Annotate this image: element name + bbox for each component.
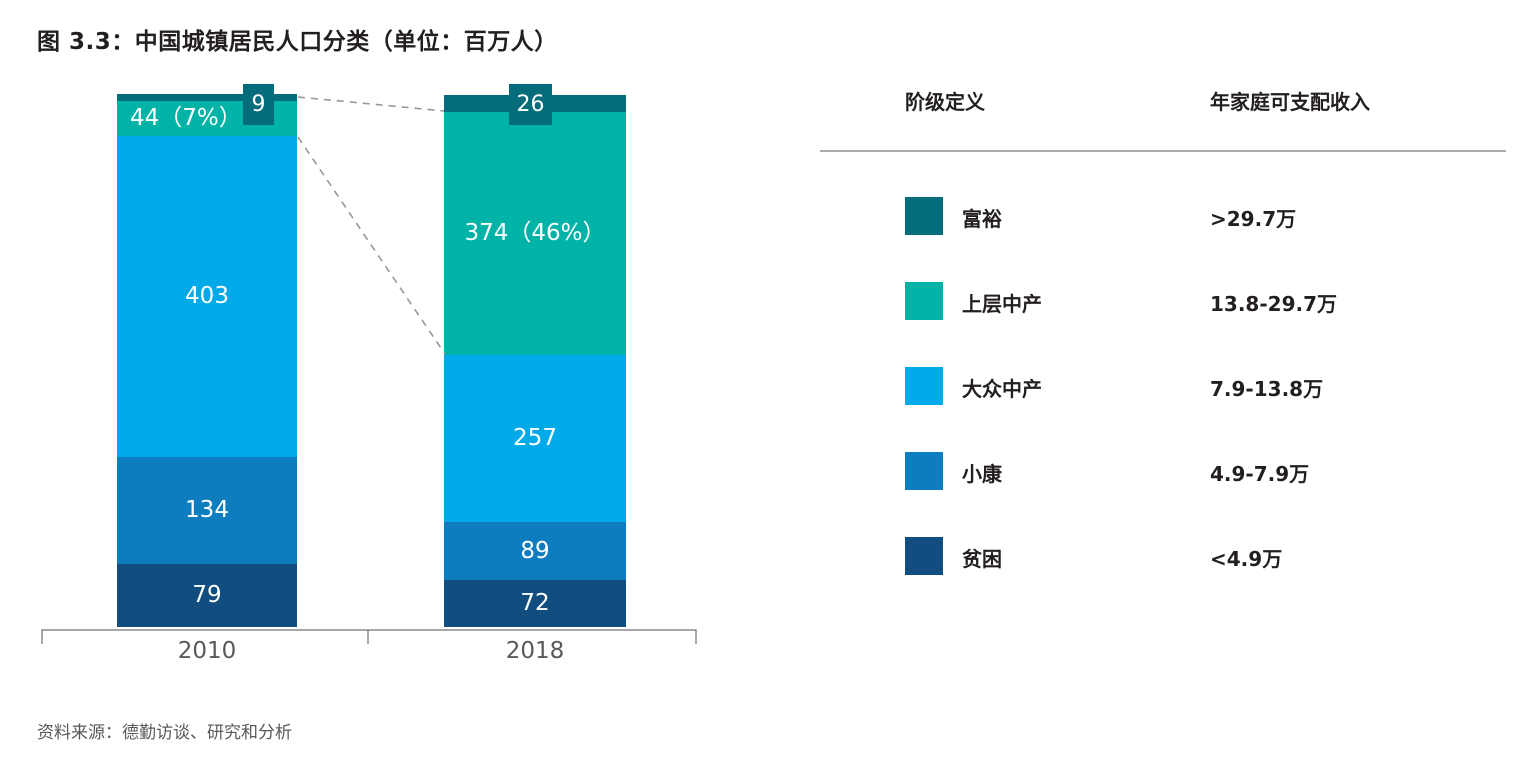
legend-header-income: 年家庭可支配收入	[1210, 90, 1370, 114]
source-note: 资料来源：德勤访谈、研究和分析	[37, 723, 292, 743]
legend-income-value: 7.9-13.8万	[1210, 377, 1324, 401]
bar-value-label: 44（7%）	[130, 105, 242, 132]
callout-label-2010: 9	[243, 84, 274, 125]
legend-swatch-富裕	[905, 197, 943, 235]
legend-income-value: 4.9-7.9万	[1210, 462, 1310, 486]
legend-swatch-贫困	[905, 537, 943, 575]
bar-value-label: 374（46%）	[464, 220, 606, 247]
legend-label: 小康	[962, 462, 1002, 486]
legend-label: 富裕	[962, 207, 1002, 231]
bar-value-label: 403	[185, 283, 229, 310]
figure-title: 图 3.3：中国城镇居民人口分类（单位：百万人）	[37, 29, 558, 55]
legend-label: 贫困	[962, 547, 1002, 571]
legend-income-value: 13.8-29.7万	[1210, 292, 1337, 316]
bar-value-label: 89	[520, 537, 550, 564]
legend-header-class: 阶级定义	[905, 90, 985, 114]
legend-label: 大众中产	[962, 377, 1042, 401]
legend-income-value: >29.7万	[1210, 207, 1297, 231]
bar-value-label: 79	[192, 582, 222, 609]
legend-divider	[820, 150, 1506, 152]
legend-swatch-大众中产	[905, 367, 943, 405]
connector-line-bottom	[297, 136, 446, 355]
bar-value-label: 134	[185, 497, 229, 524]
bar-value-label: 72	[520, 590, 550, 617]
legend-swatch-小康	[905, 452, 943, 490]
bar-segment-2018-小康: 89	[444, 522, 626, 581]
connector-line-top	[297, 96, 445, 112]
legend-swatch-上层中产	[905, 282, 943, 320]
bar-segment-2010-贫困: 79	[117, 564, 297, 627]
legend-income-value: <4.9万	[1210, 547, 1283, 571]
bar-segment-2010-小康: 134	[117, 457, 297, 565]
bar-segment-2010-富裕	[117, 94, 297, 102]
x-axis-label: 2018	[505, 638, 565, 664]
legend-label: 上层中产	[962, 292, 1042, 316]
bar-segment-2018-上层中产: 374（46%）	[444, 111, 626, 356]
bar-segment-2018-大众中产: 257	[444, 355, 626, 523]
callout-label-2018: 26	[509, 84, 552, 125]
bar-segment-2010-大众中产: 403	[117, 136, 297, 458]
x-axis-label: 2010	[177, 638, 237, 664]
bar-value-label: 257	[513, 425, 557, 452]
bar-segment-2018-贫困: 72	[444, 580, 626, 627]
